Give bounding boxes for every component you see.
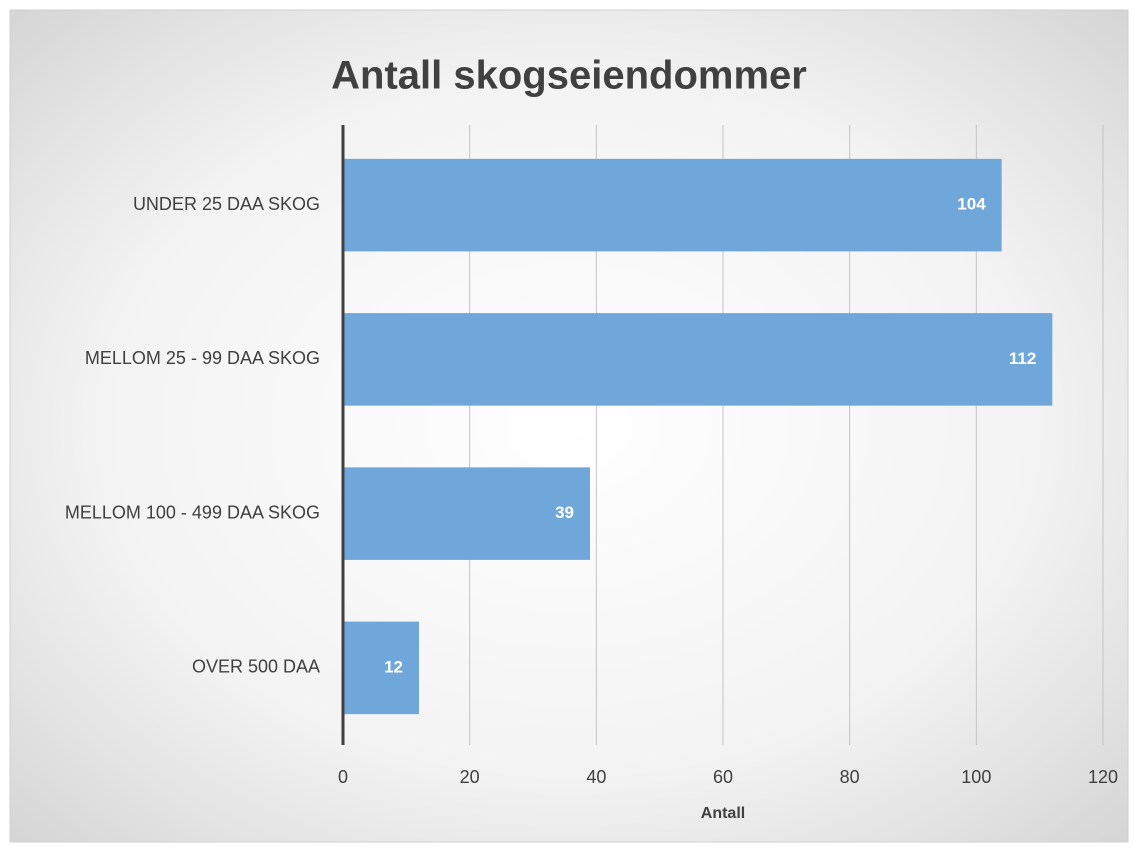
y-tick-label: UNDER 25 DAA SKOG	[133, 194, 320, 214]
bar	[343, 158, 1002, 252]
x-tick-label: 40	[586, 767, 606, 787]
x-tick-label: 0	[338, 767, 348, 787]
data-label: 104	[957, 195, 986, 214]
y-tick-label: OVER 500 DAA	[192, 657, 320, 677]
y-tick-label: MELLOM 25 - 99 DAA SKOG	[85, 348, 320, 368]
x-tick-label: 120	[1088, 767, 1118, 787]
x-tick-label: 100	[961, 767, 991, 787]
y-tick-label: MELLOM 100 - 499 DAA SKOG	[65, 502, 320, 522]
x-tick-label: 20	[460, 767, 480, 787]
data-label: 112	[1009, 349, 1036, 368]
bar	[343, 467, 590, 560]
bar	[343, 621, 419, 715]
chart-background	[9, 9, 1129, 843]
x-tick-label: 80	[840, 767, 860, 787]
x-tick-label: 60	[713, 767, 733, 787]
bar	[343, 313, 1053, 406]
x-axis-title: Antall	[701, 805, 745, 822]
chart-title: Antall skogseiendommer	[331, 54, 807, 98]
data-label: 12	[384, 657, 403, 676]
data-label: 39	[555, 503, 574, 522]
